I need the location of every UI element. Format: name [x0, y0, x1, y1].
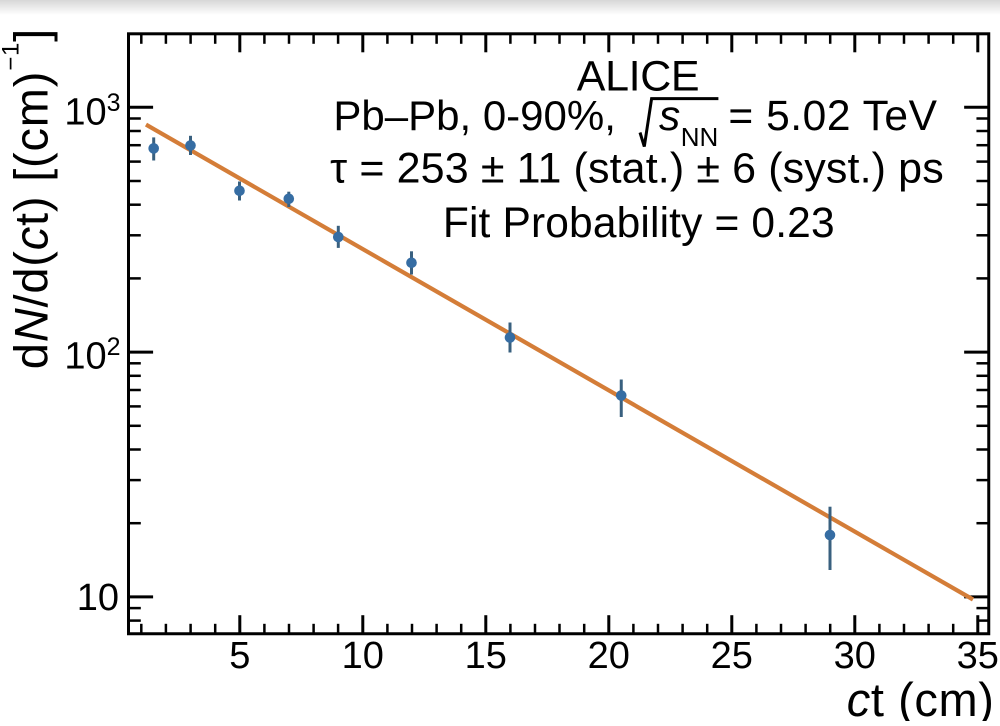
- svg-text:s: s: [659, 93, 680, 140]
- svg-text:30: 30: [834, 635, 876, 677]
- svg-text:NN: NN: [681, 122, 719, 152]
- svg-text:Pb–Pb, 0-90%,: Pb–Pb, 0-90%,: [333, 92, 616, 139]
- svg-text:25: 25: [711, 635, 753, 677]
- svg-text:dN/d(ct) [(cm)−1]: dN/d(ct) [(cm)−1]: [0, 28, 58, 369]
- svg-text:5: 5: [229, 635, 250, 677]
- svg-text:10: 10: [342, 635, 384, 677]
- svg-text:35: 35: [957, 635, 999, 677]
- svg-text:ALICE: ALICE: [577, 53, 700, 101]
- svg-text:10: 10: [77, 577, 119, 619]
- svg-text:τ = 253 ± 11 (stat.) ± 6 (syst: τ = 253 ± 11 (stat.) ± 6 (syst.) ps: [330, 145, 944, 193]
- svg-text:ct (cm): ct (cm): [847, 673, 995, 721]
- svg-text:= 5.02 TeV: = 5.02 TeV: [728, 93, 937, 140]
- svg-text:20: 20: [588, 635, 630, 677]
- svg-text:Fit Probability = 0.23: Fit Probability = 0.23: [443, 200, 835, 247]
- svg-text:15: 15: [465, 635, 507, 677]
